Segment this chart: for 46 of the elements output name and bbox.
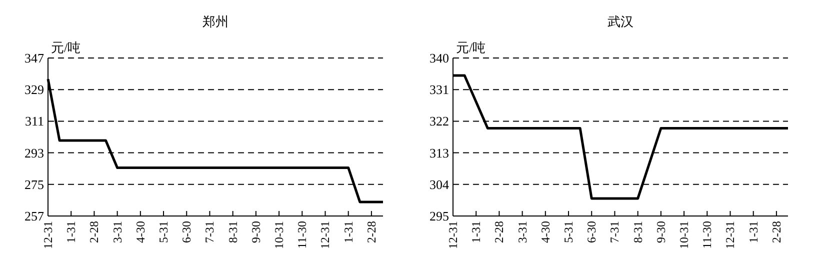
x-tick-label: 11-30 (700, 221, 714, 249)
x-tick-label: 5-31 (156, 221, 171, 243)
x-tick-label: 12-31 (723, 221, 738, 249)
x-tick-label: 5-31 (562, 221, 576, 243)
x-tick-label: 7-31 (608, 221, 622, 243)
x-tick-label: 12-31 (318, 221, 332, 249)
y-tick-label: 311 (24, 114, 44, 129)
y-tick-label: 331 (430, 82, 449, 98)
x-tick-label: 12-31 (41, 221, 55, 249)
x-tick-label: 2-28 (492, 221, 506, 243)
x-tick-label: 2-28 (87, 221, 102, 243)
x-tick-label: 8-31 (630, 221, 645, 243)
y-tick-label: 304 (430, 176, 450, 192)
x-tick-label: 10-31 (272, 221, 286, 249)
chart-title: 郑州 (202, 14, 228, 29)
x-tick-label: 4-30 (538, 221, 552, 243)
y-tick-label: 347 (24, 50, 44, 66)
y-tick-label: 329 (24, 82, 44, 98)
x-tick-label: 2-28 (364, 221, 378, 243)
x-tick-label: 1-31 (469, 221, 484, 243)
y-tick-label: 322 (430, 114, 449, 129)
y-tick-label: 340 (430, 50, 449, 66)
x-tick-label: 9-30 (248, 221, 263, 243)
x-tick-label: 6-30 (180, 221, 194, 243)
y-tick-label: 295 (430, 208, 449, 224)
y-tick-label: 293 (24, 145, 44, 160)
y-axis-title: 元/吨 (51, 40, 81, 55)
x-tick-label: 3-31 (515, 221, 530, 243)
x-tick-label: 1-31 (341, 221, 356, 243)
y-tick-label: 275 (24, 176, 44, 192)
y-tick-label: 313 (430, 145, 449, 160)
x-tick-label: 2-28 (769, 221, 784, 243)
x-tick-label: 9-30 (654, 221, 668, 243)
y-tick-label: 257 (24, 208, 44, 224)
x-tick-label: 12-31 (446, 221, 460, 249)
x-tick-label: 11-30 (295, 221, 310, 249)
chart-title: 武汉 (608, 14, 634, 29)
x-tick-label: 6-30 (584, 221, 599, 243)
x-tick-label: 10-31 (677, 221, 692, 249)
y-axis-title: 元/吨 (456, 40, 486, 55)
x-tick-label: 4-30 (133, 221, 148, 243)
x-tick-label: 8-31 (226, 221, 240, 243)
x-tick-label: 3-31 (110, 221, 124, 243)
x-tick-label: 1-31 (746, 221, 760, 243)
x-tick-label: 1-31 (64, 221, 78, 243)
x-tick-label: 7-31 (202, 221, 217, 243)
